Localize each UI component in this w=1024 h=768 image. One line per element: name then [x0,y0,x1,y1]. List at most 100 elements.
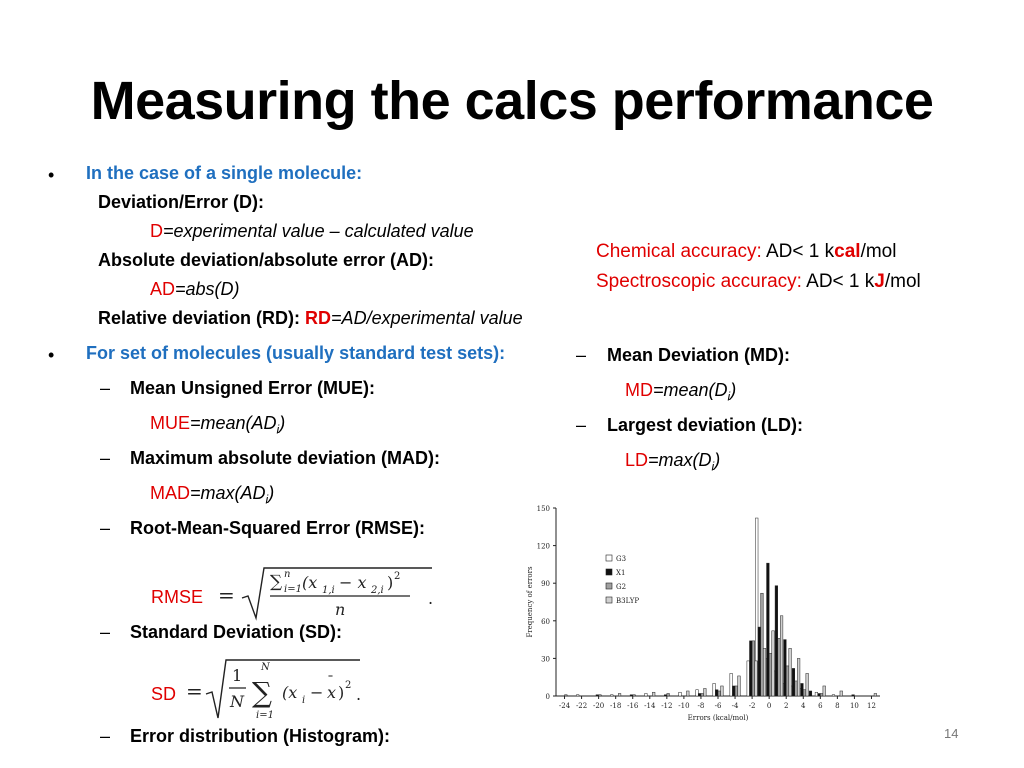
page-number: 14 [944,726,959,741]
histogram-bar-g2 [564,694,568,697]
dash-bullet: – [576,415,587,435]
page-title: Measuring the calcs performance [90,71,934,131]
histogram-bar-g2 [734,685,738,697]
mad-subscript: i [265,492,269,507]
ad-symbol: AD [150,279,176,299]
histogram-bar-x1 [732,685,736,697]
histogram-bar-g3 [831,694,836,697]
sd-equation: = 1 N N ∑ i=1 (x i − x ¯ ) 2 . [186,659,361,721]
ld-definition: =max(D [648,450,712,470]
absolute-deviation-label: Absolute deviation/absolute error (AD): [98,250,435,270]
mad-close: ) [268,483,275,503]
histogram-bar-b3lyp [720,685,724,697]
rmse-symbol: RMSE [151,587,204,607]
histogram-bar-x1 [783,639,787,697]
mue-close: ) [279,413,286,433]
histogram-bar-g2 [803,689,807,697]
legend-label-g2: G2 [616,583,626,591]
svg-text:¯: ¯ [327,674,334,690]
histogram-bar-b3lyp [873,693,877,697]
histogram-bar-g2 [717,690,721,697]
x-tick-label: 10 [850,702,859,710]
svg-text:.: . [428,589,433,608]
mue-subscript: i [276,422,280,437]
histogram-bar-g3 [576,694,580,697]
d-definition: =experimental value – calculated value [163,221,474,241]
mue-label: Mean Unsigned Error (MUE): [130,378,376,398]
x-tick-label: 4 [801,702,806,710]
legend-label-x1: X1 [616,569,625,577]
x-tick-label: -8 [698,702,705,710]
y-tick-label: 120 [537,543,550,551]
svg-text:2: 2 [345,680,351,691]
x-tick-label: -4 [732,702,739,710]
single-molecule-heading: In the case of a single molecule: [86,163,363,183]
histogram-bar-b3lyp [805,673,809,697]
mue-symbol: MUE [150,413,190,433]
histogram-bar-x1 [808,690,813,697]
x-tick-label: -6 [715,702,722,710]
chemical-accuracy-per-mol: /mol [860,241,897,262]
spectroscopic-accuracy-value: AD< 1 k [801,271,875,292]
relative-deviation-line: Relative deviation (RD): RD=AD/experimen… [98,308,523,329]
legend-swatch-g2 [605,582,613,590]
histogram-bar-g2 [598,694,602,697]
ld-formula: LD=max(Di) [625,450,720,474]
histogram-bar-g3 [814,691,818,697]
histogram-bar-b3lyp [839,690,843,697]
x-tick-label: -18 [610,702,621,710]
absolute-deviation-formula: AD=abs(D) [150,279,240,300]
histogram-bar-x1 [791,668,795,697]
svg-text:−: − [310,683,323,702]
mad-formula: MAD=max(ADi) [150,483,274,507]
bullet-point-icon: • [48,165,55,185]
histogram-bar-b3lyp [780,615,784,697]
histogram-bar-g3 [610,694,614,697]
svg-text:1,i: 1,i [322,585,335,596]
ld-subscript: i [711,459,715,474]
histogram-bar-g2 [760,592,764,697]
rmse-label: Root-Mean-Squared Error (RMSE): [130,518,426,538]
mad-definition: =max(AD [190,483,266,503]
svg-text:∑: ∑ [252,676,272,709]
chemical-accuracy: Chemical accuracy: AD< 1 kcal/mol [596,241,896,263]
histogram-bar-b3lyp [686,690,690,697]
svg-text:.: . [356,685,361,704]
histogram-label: Error distribution (Histogram): [130,726,390,746]
mad-label: Maximum absolute deviation (MAD): [130,448,441,468]
y-tick-label: 90 [541,580,550,588]
histogram-bar-x1 [698,693,702,697]
dash-bullet: – [100,448,111,468]
histogram-bar-x1 [629,694,633,697]
svg-text:∑: ∑ [270,572,282,592]
histogram-bar-x1 [800,683,804,697]
x-tick-label: -10 [678,702,689,710]
mue-formula: MUE=mean(ADi) [150,413,285,437]
histogram-bar-g2 [820,693,824,697]
histogram-bar-b3lyp [797,658,801,697]
x-tick-label: -12 [661,702,672,710]
dash-bullet: – [100,726,111,746]
svg-text:(x: (x [282,683,297,702]
svg-text:=: = [186,679,203,703]
histogram-bar-g2 [785,665,790,697]
dash-bullet: – [100,378,111,398]
histogram-bar-x1 [757,626,761,697]
histogram-bar-b3lyp [822,685,826,697]
sd-symbol: SD [151,684,177,704]
x-tick-label: -14 [644,702,656,710]
svg-text:2,i: 2,i [370,585,384,596]
x-tick-label: 6 [818,702,823,710]
svg-text:x: x [327,683,336,702]
legend-swatch-b3lyp [605,596,613,604]
histogram-bar-b3lyp [618,693,622,697]
legend-swatch-g3 [605,554,613,562]
legend-label-b3lyp: B3LYP [616,597,639,605]
rd-symbol: RD [305,308,332,328]
histogram-bar-x1 [774,585,778,697]
spectroscopic-accuracy-label: Spectroscopic accuracy: [596,271,802,292]
md-subscript: i [727,389,731,404]
x-tick-label: 8 [835,702,839,710]
rd-definition: =AD/experimental value [331,308,523,328]
